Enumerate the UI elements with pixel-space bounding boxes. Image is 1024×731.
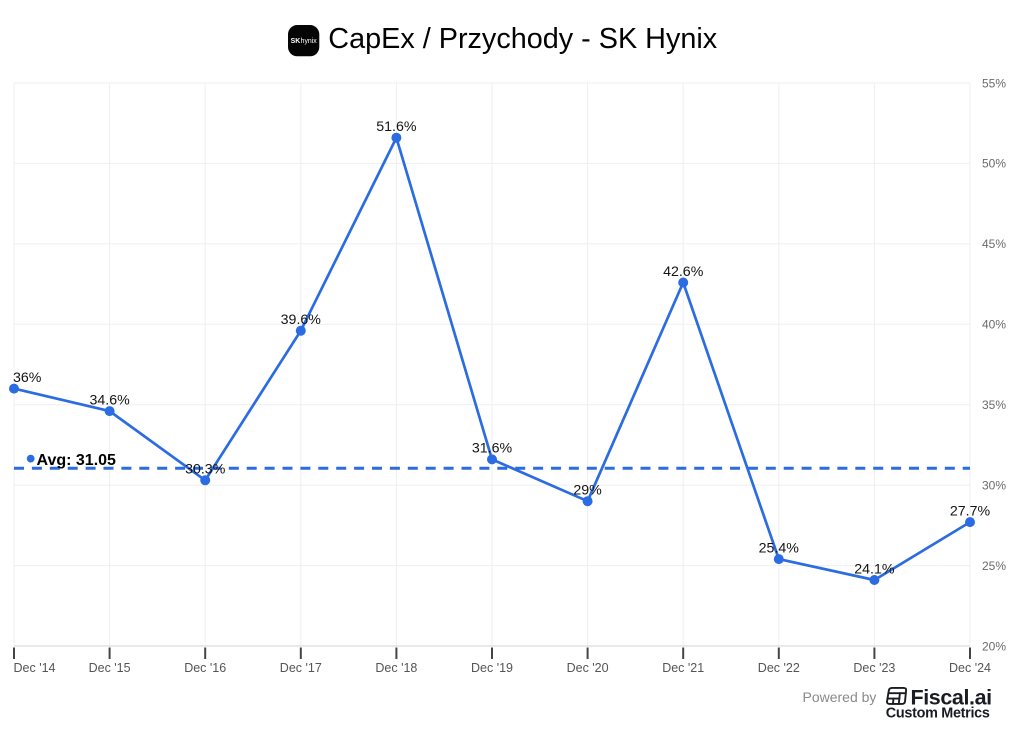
svg-text:SKhynix: SKhynix (291, 38, 318, 45)
svg-text:CapEx / Przychody - SK Hynix: CapEx / Przychody - SK Hynix (328, 23, 717, 55)
svg-text:Dec '21: Dec '21 (662, 661, 704, 675)
svg-text:50%: 50% (982, 157, 1006, 171)
svg-text:39.6%: 39.6% (281, 312, 322, 328)
svg-text:Custom Metrics: Custom Metrics (886, 706, 990, 722)
svg-text:Dec '17: Dec '17 (280, 661, 322, 675)
svg-text:36%: 36% (13, 370, 42, 386)
svg-text:27.7%: 27.7% (950, 503, 991, 519)
svg-text:Fiscal.ai: Fiscal.ai (911, 686, 992, 710)
svg-text:20%: 20% (982, 639, 1006, 653)
svg-text:Avg: 31.05: Avg: 31.05 (37, 452, 117, 469)
svg-text:34.6%: 34.6% (89, 392, 130, 408)
svg-text:Dec '24: Dec '24 (949, 661, 991, 675)
svg-text:30%: 30% (982, 478, 1006, 492)
svg-text:55%: 55% (982, 76, 1006, 90)
svg-text:Dec '20: Dec '20 (567, 661, 609, 675)
svg-text:30.3%: 30.3% (185, 462, 226, 478)
svg-text:Dec '22: Dec '22 (758, 661, 800, 675)
svg-text:Dec '18: Dec '18 (375, 661, 417, 675)
svg-text:51.6%: 51.6% (376, 119, 417, 135)
svg-text:45%: 45% (982, 237, 1006, 251)
svg-text:Dec '14: Dec '14 (14, 661, 56, 675)
svg-text:Dec '23: Dec '23 (853, 661, 895, 675)
svg-text:Powered by: Powered by (803, 689, 877, 705)
svg-text:31.6%: 31.6% (472, 441, 513, 457)
svg-text:25.4%: 25.4% (759, 540, 800, 556)
svg-text:24.1%: 24.1% (854, 561, 895, 577)
svg-text:35%: 35% (982, 398, 1006, 412)
svg-text:42.6%: 42.6% (663, 264, 704, 280)
svg-text:40%: 40% (982, 318, 1006, 332)
svg-text:Dec '15: Dec '15 (89, 661, 131, 675)
svg-text:29%: 29% (573, 483, 602, 499)
svg-text:25%: 25% (982, 559, 1006, 573)
svg-text:Dec '16: Dec '16 (184, 661, 226, 675)
svg-text:Dec '19: Dec '19 (471, 661, 513, 675)
